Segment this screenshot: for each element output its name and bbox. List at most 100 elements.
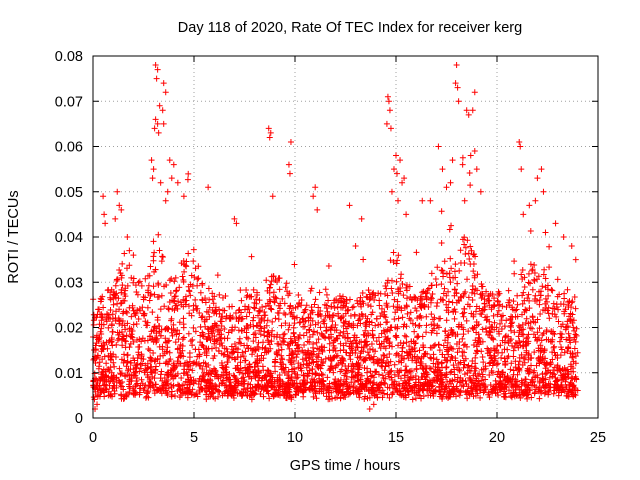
data-point xyxy=(473,382,480,389)
data-point xyxy=(495,307,502,314)
data-point xyxy=(409,396,416,403)
data-point xyxy=(134,337,141,344)
data-point xyxy=(218,380,225,387)
data-point xyxy=(152,62,159,69)
data-point xyxy=(268,278,275,285)
data-point xyxy=(386,107,393,114)
data-point xyxy=(141,337,148,344)
data-point xyxy=(464,276,471,283)
data-point xyxy=(512,358,519,365)
data-point xyxy=(384,384,391,391)
data-point xyxy=(478,348,485,355)
data-point xyxy=(403,281,410,288)
data-point xyxy=(147,263,154,270)
data-point xyxy=(244,384,251,391)
data-point xyxy=(124,352,131,359)
data-point xyxy=(248,253,255,260)
data-point xyxy=(135,344,142,351)
data-point xyxy=(179,273,186,280)
data-point xyxy=(478,280,485,287)
data-point xyxy=(508,394,515,401)
data-point xyxy=(514,340,521,347)
data-point xyxy=(298,302,305,309)
data-point xyxy=(338,366,345,373)
data-point xyxy=(460,342,467,349)
data-point xyxy=(559,321,566,328)
data-point xyxy=(300,323,307,330)
data-point xyxy=(118,206,125,213)
data-point xyxy=(439,166,446,173)
data-point xyxy=(186,389,193,396)
data-point xyxy=(480,366,487,373)
data-point xyxy=(301,342,308,349)
data-point xyxy=(572,392,579,399)
data-point xyxy=(393,334,400,341)
data-point xyxy=(530,318,537,325)
data-point xyxy=(409,346,416,353)
data-point xyxy=(569,311,576,318)
data-point xyxy=(99,293,106,300)
data-point xyxy=(197,332,204,339)
data-point xyxy=(427,299,434,306)
data-point xyxy=(115,315,122,322)
data-point xyxy=(144,319,151,326)
data-point xyxy=(317,324,324,331)
data-point xyxy=(231,341,238,348)
data-point xyxy=(461,234,468,241)
data-point xyxy=(446,393,453,400)
data-point xyxy=(391,316,398,323)
data-point xyxy=(384,292,391,299)
data-point xyxy=(568,381,575,388)
data-point xyxy=(203,336,210,343)
data-point xyxy=(128,274,135,281)
data-point xyxy=(186,349,193,356)
data-point xyxy=(555,306,562,313)
data-point xyxy=(212,307,219,314)
data-point xyxy=(326,380,333,387)
data-point xyxy=(227,391,234,398)
data-point xyxy=(451,315,458,322)
data-point xyxy=(219,379,226,386)
data-point xyxy=(252,366,259,373)
data-point xyxy=(543,298,550,305)
data-point xyxy=(536,325,543,332)
data-point xyxy=(557,330,564,337)
data-point xyxy=(340,302,347,309)
data-point xyxy=(395,358,402,365)
data-point xyxy=(399,314,406,321)
data-point xyxy=(294,386,301,393)
data-point xyxy=(343,325,350,332)
data-point xyxy=(192,302,199,309)
data-point xyxy=(92,347,99,354)
data-point xyxy=(554,377,561,384)
data-point xyxy=(306,367,313,374)
data-point xyxy=(449,157,456,164)
data-point xyxy=(536,360,543,367)
data-point xyxy=(445,334,452,341)
data-point xyxy=(182,360,189,367)
data-point xyxy=(146,297,153,304)
data-point xyxy=(521,381,528,388)
data-point xyxy=(197,323,204,330)
data-point xyxy=(472,392,479,399)
data-point xyxy=(159,107,166,114)
data-point xyxy=(199,386,206,393)
data-point xyxy=(157,179,164,186)
data-point xyxy=(333,362,340,369)
data-point xyxy=(468,390,475,397)
data-point xyxy=(243,329,250,336)
data-point xyxy=(142,362,149,369)
data-point xyxy=(491,385,498,392)
data-point xyxy=(258,325,265,332)
y-tick-label: 0.02 xyxy=(55,321,83,337)
data-point xyxy=(122,338,129,345)
data-point xyxy=(543,383,550,390)
data-point xyxy=(472,365,479,372)
data-point xyxy=(118,383,125,390)
data-point xyxy=(464,387,471,394)
data-point xyxy=(238,297,245,304)
y-tick-label: 0.04 xyxy=(55,230,83,246)
data-point xyxy=(330,346,337,353)
data-point xyxy=(549,356,556,363)
x-axis-label: GPS time / hours xyxy=(290,458,400,474)
